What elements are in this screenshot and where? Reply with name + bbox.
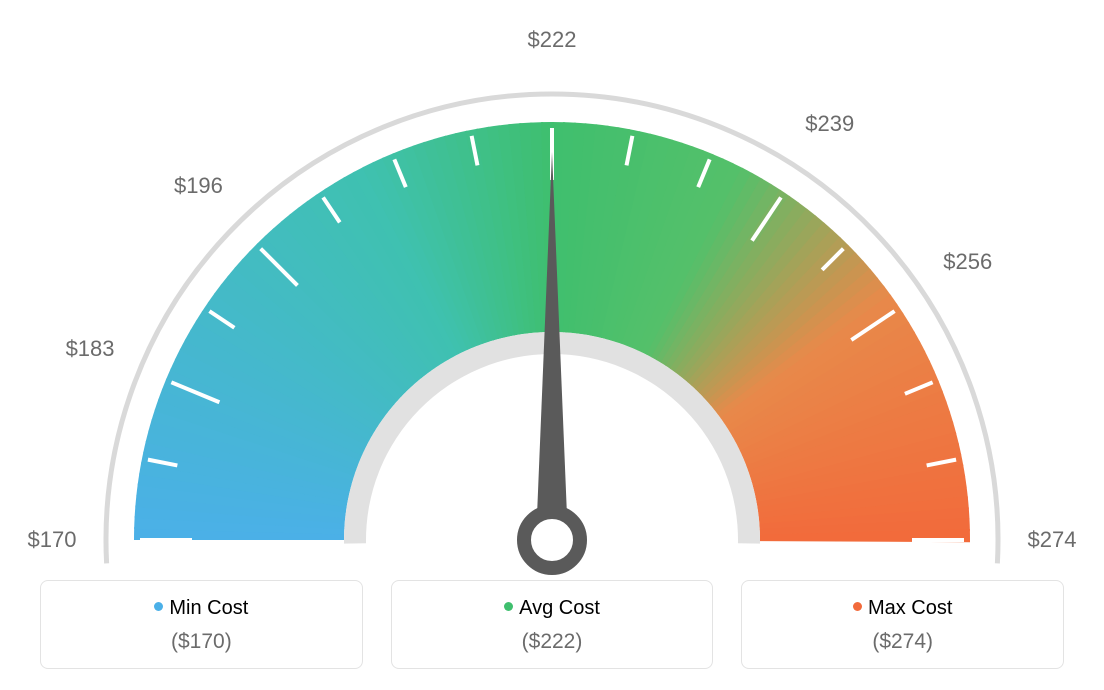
gauge-tick-label: $274 <box>1028 527 1077 553</box>
legend-title-avg: Avg Cost <box>402 597 703 620</box>
gauge-svg <box>0 0 1104 580</box>
legend-label-avg: Avg Cost <box>519 597 600 619</box>
dot-min <box>154 602 163 611</box>
legend-card-min: Min Cost ($170) <box>40 580 363 669</box>
gauge-tick-label: $183 <box>66 336 115 362</box>
gauge-tick-label: $170 <box>28 527 77 553</box>
legend-card-avg: Avg Cost ($222) <box>391 580 714 669</box>
gauge-tick-label: $222 <box>528 27 577 53</box>
legend-value-avg: ($222) <box>402 630 703 654</box>
dot-avg <box>504 602 513 611</box>
legend-row: Min Cost ($170) Avg Cost ($222) Max Cost… <box>0 580 1104 669</box>
legend-title-max: Max Cost <box>752 597 1053 620</box>
gauge-tick-label: $196 <box>174 173 223 199</box>
gauge-chart: $170 $183 $196 $222 $239 $256 $274 <box>0 0 1104 580</box>
legend-card-max: Max Cost ($274) <box>741 580 1064 669</box>
gauge-tick-label: $256 <box>943 249 992 275</box>
legend-label-max: Max Cost <box>868 597 952 619</box>
gauge-hub <box>524 512 580 568</box>
legend-value-max: ($274) <box>752 630 1053 654</box>
dot-max <box>853 602 862 611</box>
gauge-tick-label: $239 <box>805 111 854 137</box>
legend-label-min: Min Cost <box>169 597 248 619</box>
legend-title-min: Min Cost <box>51 597 352 620</box>
legend-value-min: ($170) <box>51 630 352 654</box>
